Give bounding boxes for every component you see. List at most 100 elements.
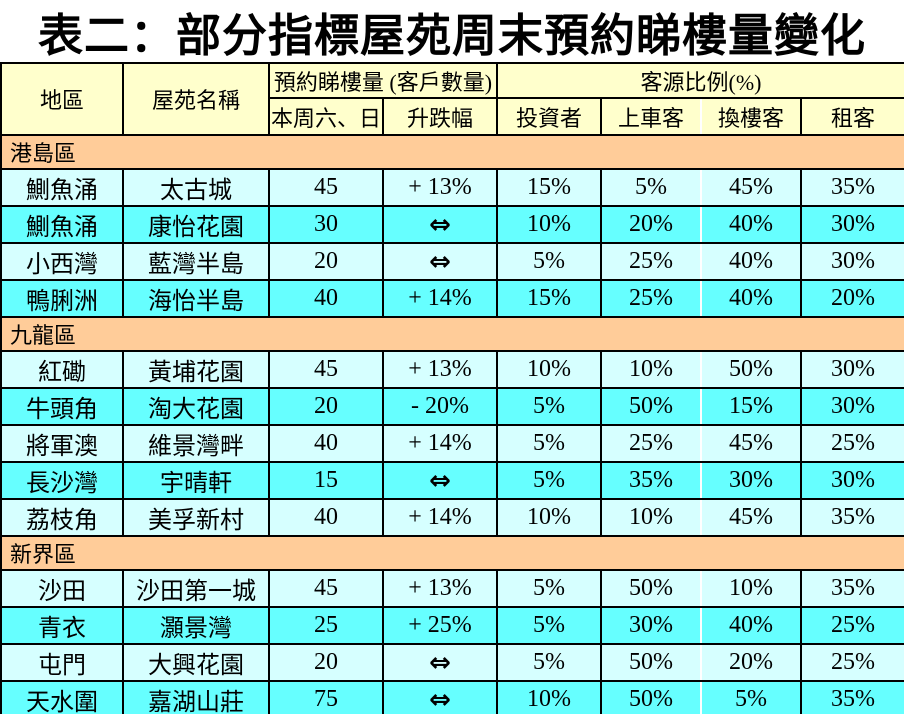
district-cell: 荔枝角 bbox=[0, 498, 124, 537]
bookings-cell: 20 bbox=[268, 387, 384, 426]
tenant-cell: 30% bbox=[799, 205, 904, 244]
first-time-buyer-cell: 25% bbox=[600, 279, 702, 318]
district-cell: 鰂魚涌 bbox=[0, 205, 124, 244]
change-cell: ⇔ bbox=[382, 461, 498, 500]
estate-cell: 淘大花園 bbox=[122, 387, 270, 426]
table-row: 沙田 沙田第一城 45 + 13% 5% 50% 10% 35% bbox=[0, 569, 904, 608]
investor-cell: 5% bbox=[496, 461, 602, 500]
tenant-cell: 25% bbox=[799, 606, 904, 645]
first-time-buyer-cell: 50% bbox=[600, 387, 702, 426]
change-cell: + 25% bbox=[382, 606, 498, 645]
header-row-groups: 地區 屋苑名稱 預約睇樓量 (客戶數量) 客源比例(%) bbox=[0, 62, 904, 136]
tenant-cell: 35% bbox=[799, 680, 904, 714]
investor-cell: 5% bbox=[496, 424, 602, 463]
section-row: 九龍區 bbox=[0, 316, 904, 352]
upgrader-cell: 40% bbox=[700, 606, 802, 645]
first-time-buyer-cell: 5% bbox=[600, 168, 702, 207]
change-cell: + 14% bbox=[382, 279, 498, 318]
table-row: 牛頭角 淘大花園 20- 20% 5% 50% 15% 30% bbox=[0, 387, 904, 426]
upgrader-cell: 40% bbox=[700, 279, 802, 318]
tenant-cell: 30% bbox=[799, 387, 904, 426]
header-district: 地區 bbox=[0, 62, 124, 136]
upgrader-cell: 45% bbox=[700, 498, 802, 537]
estate-cell: 美孚新村 bbox=[122, 498, 270, 537]
upgrader-cell: 45% bbox=[700, 424, 802, 463]
district-cell: 將軍澳 bbox=[0, 424, 124, 463]
investor-cell: 15% bbox=[496, 168, 602, 207]
table-header: 地區 屋苑名稱 預約睇樓量 (客戶數量) 客源比例(%) 本周六、日 升跌幅 投… bbox=[0, 62, 904, 136]
investor-cell: 10% bbox=[496, 350, 602, 389]
bookings-cell: 15 bbox=[268, 461, 384, 500]
investor-cell: 5% bbox=[496, 606, 602, 645]
estate-cell: 黃埔花園 bbox=[122, 350, 270, 389]
tenant-cell: 35% bbox=[799, 569, 904, 608]
first-time-buyer-cell: 25% bbox=[600, 424, 702, 463]
header-source-group: 客源比例(%) bbox=[495, 62, 904, 99]
first-time-buyer-cell: 10% bbox=[600, 498, 702, 537]
table-row: 紅磡 黃埔花園 45 + 13% 10% 10% 50% 30% bbox=[0, 350, 904, 389]
bookings-cell: 20 bbox=[268, 643, 384, 682]
change-cell: + 14% bbox=[382, 498, 498, 537]
change-cell: ⇔ bbox=[382, 205, 498, 244]
first-time-buyer-cell: 25% bbox=[600, 242, 702, 281]
bookings-cell: 40 bbox=[268, 424, 384, 463]
bookings-cell: 40 bbox=[268, 279, 384, 318]
section-label: 港島區 bbox=[0, 134, 904, 170]
header-investor: 投資者 bbox=[496, 97, 602, 136]
bookings-cell: 40 bbox=[268, 498, 384, 537]
upgrader-cell: 10% bbox=[700, 569, 802, 608]
header-row-sub: 本周六、日 升跌幅 投資者 上車客 換樓客 租客 bbox=[1, 97, 904, 136]
tenant-cell: 35% bbox=[799, 168, 904, 207]
upgrader-cell: 30% bbox=[700, 461, 802, 500]
tenant-cell: 25% bbox=[799, 643, 904, 682]
change-cell: ⇔ bbox=[382, 643, 498, 682]
estate-cell: 維景灣畔 bbox=[122, 424, 270, 463]
section-label: 九龍區 bbox=[0, 316, 904, 352]
bookings-cell: 25 bbox=[268, 606, 384, 645]
first-time-buyer-cell: 50% bbox=[600, 643, 702, 682]
bookings-cell: 30 bbox=[268, 205, 384, 244]
tenant-cell: 25% bbox=[799, 424, 904, 463]
estate-cell: 大興花園 bbox=[122, 643, 270, 682]
investor-cell: 5% bbox=[496, 569, 602, 608]
change-cell: - 20% bbox=[382, 387, 498, 426]
table-row: 荔枝角 美孚新村 40 + 14% 10% 10% 45% 35% bbox=[0, 498, 904, 537]
bookings-cell: 20 bbox=[268, 242, 384, 281]
table-row: 青衣 灝景灣 25 + 25% 5% 30% 40% 25% bbox=[0, 606, 904, 645]
investor-cell: 10% bbox=[496, 205, 602, 244]
tenant-cell: 30% bbox=[799, 350, 904, 389]
upgrader-cell: 45% bbox=[700, 168, 802, 207]
data-table: 地區 屋苑名稱 預約睇樓量 (客戶數量) 客源比例(%) 本周六、日 升跌幅 投… bbox=[0, 62, 904, 714]
district-cell: 屯門 bbox=[0, 643, 124, 682]
upgrader-cell: 50% bbox=[700, 350, 802, 389]
table-body: 港島區 鰂魚涌 太古城 45 + 13% 15% 5% 45% 35% 鰂魚涌 康怡花園 30 ⇔ 10%… bbox=[0, 134, 904, 714]
investor-cell: 5% bbox=[496, 242, 602, 281]
district-cell: 沙田 bbox=[0, 569, 124, 608]
table-row: 鰂魚涌 太古城 45 + 13% 15% 5% 45% 35% bbox=[0, 168, 904, 207]
table-row: 天水圍 嘉湖山莊 75 ⇔ 10% 50% 5% 35% bbox=[0, 680, 904, 714]
change-cell: ⇔ bbox=[382, 242, 498, 281]
first-time-buyer-cell: 50% bbox=[600, 680, 702, 714]
tenant-cell: 35% bbox=[799, 498, 904, 537]
estate-cell: 太古城 bbox=[122, 168, 270, 207]
first-time-buyer-cell: 35% bbox=[600, 461, 702, 500]
estate-cell: 海怡半島 bbox=[122, 279, 270, 318]
tenant-cell: 30% bbox=[799, 242, 904, 281]
tenant-cell: 20% bbox=[799, 279, 904, 318]
table-row: 鴨脷洲 海怡半島 40 + 14% 15% 25% 40% 20% bbox=[0, 279, 904, 318]
table-row: 將軍澳 維景灣畔 40 + 14% 5% 25% 45% 25% bbox=[0, 424, 904, 463]
first-time-buyer-cell: 30% bbox=[600, 606, 702, 645]
district-cell: 鰂魚涌 bbox=[0, 168, 124, 207]
district-cell: 長沙灣 bbox=[0, 461, 124, 500]
bookings-cell: 75 bbox=[268, 680, 384, 714]
section-row: 港島區 bbox=[0, 134, 904, 170]
header-sat-sun: 本周六、日 bbox=[268, 97, 384, 136]
district-cell: 青衣 bbox=[0, 606, 124, 645]
district-cell: 牛頭角 bbox=[0, 387, 124, 426]
header-upgrader: 換樓客 bbox=[700, 97, 802, 136]
table-row: 屯門 大興花園 20 ⇔ 5% 50% 20% 25% bbox=[0, 643, 904, 682]
header-tenant: 租客 bbox=[799, 97, 904, 136]
district-cell: 天水圍 bbox=[0, 680, 124, 714]
change-cell: + 13% bbox=[382, 350, 498, 389]
first-time-buyer-cell: 20% bbox=[600, 205, 702, 244]
